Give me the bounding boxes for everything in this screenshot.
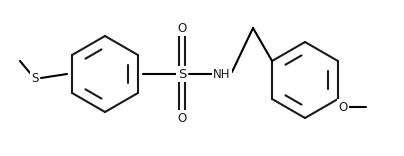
Text: O: O — [177, 112, 187, 124]
Text: S: S — [32, 71, 39, 85]
Text: O: O — [177, 22, 187, 34]
Text: S: S — [178, 68, 186, 80]
Text: NH: NH — [213, 68, 231, 80]
Text: O: O — [338, 100, 347, 114]
